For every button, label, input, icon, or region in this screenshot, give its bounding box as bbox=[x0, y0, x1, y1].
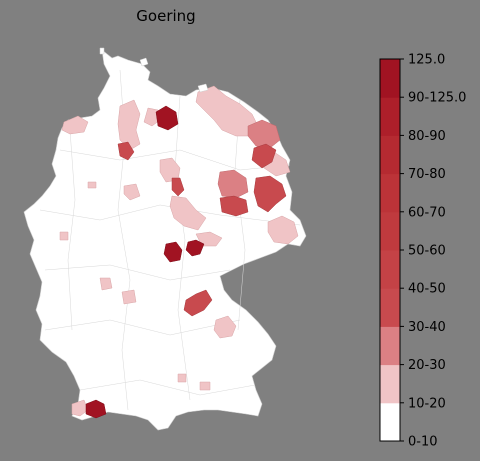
germany-outline bbox=[23, 49, 307, 431]
colorbar-tick-label: 125.0 bbox=[408, 53, 445, 68]
colorbar-tick-label: 60-70 bbox=[408, 205, 446, 220]
colorbar-segment bbox=[380, 135, 400, 175]
districts-80-125 bbox=[85, 105, 205, 419]
map-title: Goering bbox=[136, 7, 196, 25]
colorbar-segment bbox=[380, 59, 400, 98]
districts-40-60 bbox=[117, 141, 287, 317]
district-borders bbox=[39, 69, 301, 411]
colorbar-segment bbox=[380, 97, 400, 136]
colorbar-tick-label: 20-30 bbox=[408, 358, 446, 373]
colorbar-segment bbox=[380, 288, 400, 327]
colorbar-tick-label: 80-90 bbox=[408, 129, 446, 144]
colorbar-segment bbox=[380, 211, 400, 251]
colorbar-segment bbox=[380, 402, 400, 442]
colorbar-tick-label: 70-80 bbox=[408, 167, 446, 182]
colorbar-segments bbox=[380, 59, 400, 442]
colorbar-segment bbox=[380, 326, 400, 366]
colorbar-tick-label: 30-40 bbox=[408, 320, 446, 335]
colorbar-tick-label: 0-10 bbox=[408, 435, 438, 450]
colorbar-segment bbox=[380, 250, 400, 289]
colorbar-tick-label: 50-60 bbox=[408, 244, 446, 259]
colorbar-segment bbox=[380, 364, 400, 404]
colorbar-segment bbox=[380, 173, 400, 213]
colorbar-ticks: 0-10 10-20 20-30 30-40 40-50 50-60 60-70 70-80 8… bbox=[400, 53, 466, 450]
colorbar-tick-label: 10-20 bbox=[408, 396, 446, 411]
colorbar-tick-label: 90-125.0 bbox=[408, 91, 466, 106]
germany-choropleth-map bbox=[23, 47, 307, 431]
colorbar-tick-label: 40-50 bbox=[408, 282, 446, 297]
districts-30-40 bbox=[217, 119, 281, 199]
districts-20-30 bbox=[59, 85, 299, 417]
north-islands bbox=[99, 47, 209, 93]
